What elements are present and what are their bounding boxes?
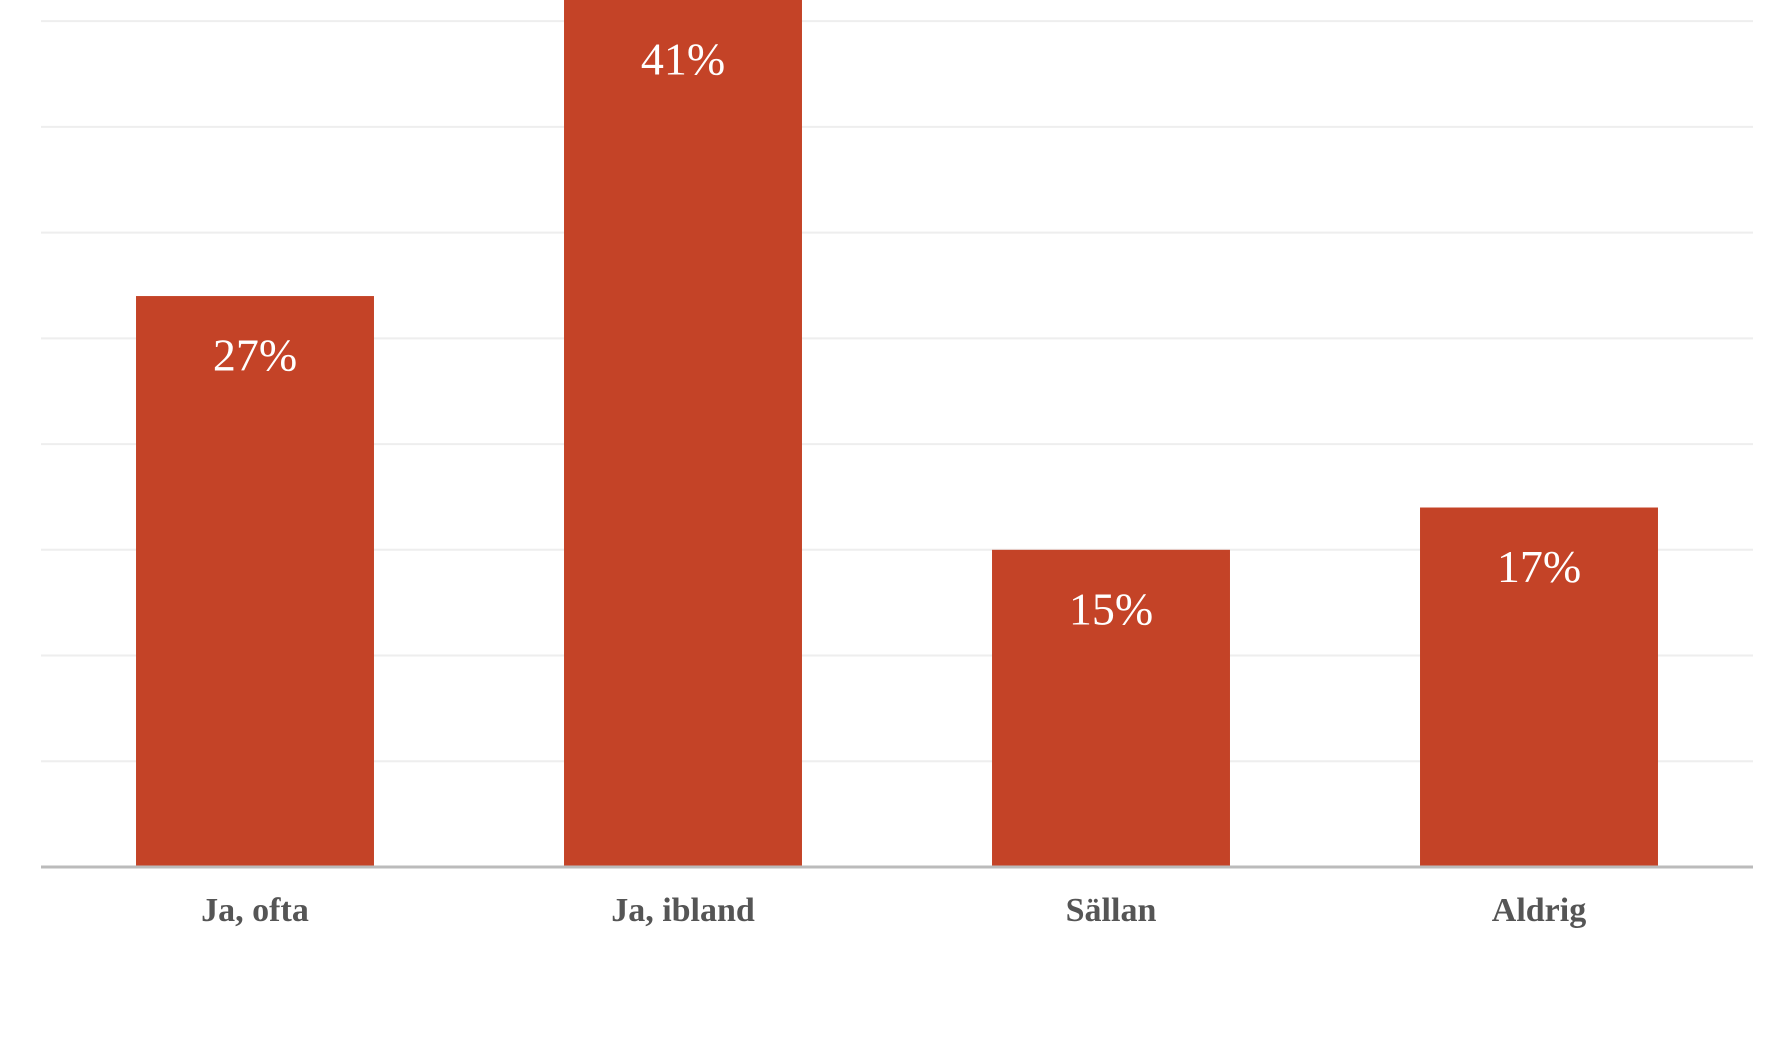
data-label: 41%: [641, 34, 725, 85]
x-tick-label: Sällan: [1066, 892, 1157, 929]
x-tick-label: Aldrig: [1492, 892, 1586, 929]
x-tick-label: Ja, ofta: [201, 892, 309, 929]
bar: [564, 0, 802, 867]
bar: [1420, 507, 1658, 867]
data-label: 15%: [1069, 583, 1153, 634]
data-label: 27%: [213, 330, 297, 381]
bar: [992, 549, 1230, 867]
data-label: 17%: [1497, 541, 1581, 592]
x-tick-label: Ja, ibland: [611, 892, 755, 929]
bar: [136, 296, 374, 867]
